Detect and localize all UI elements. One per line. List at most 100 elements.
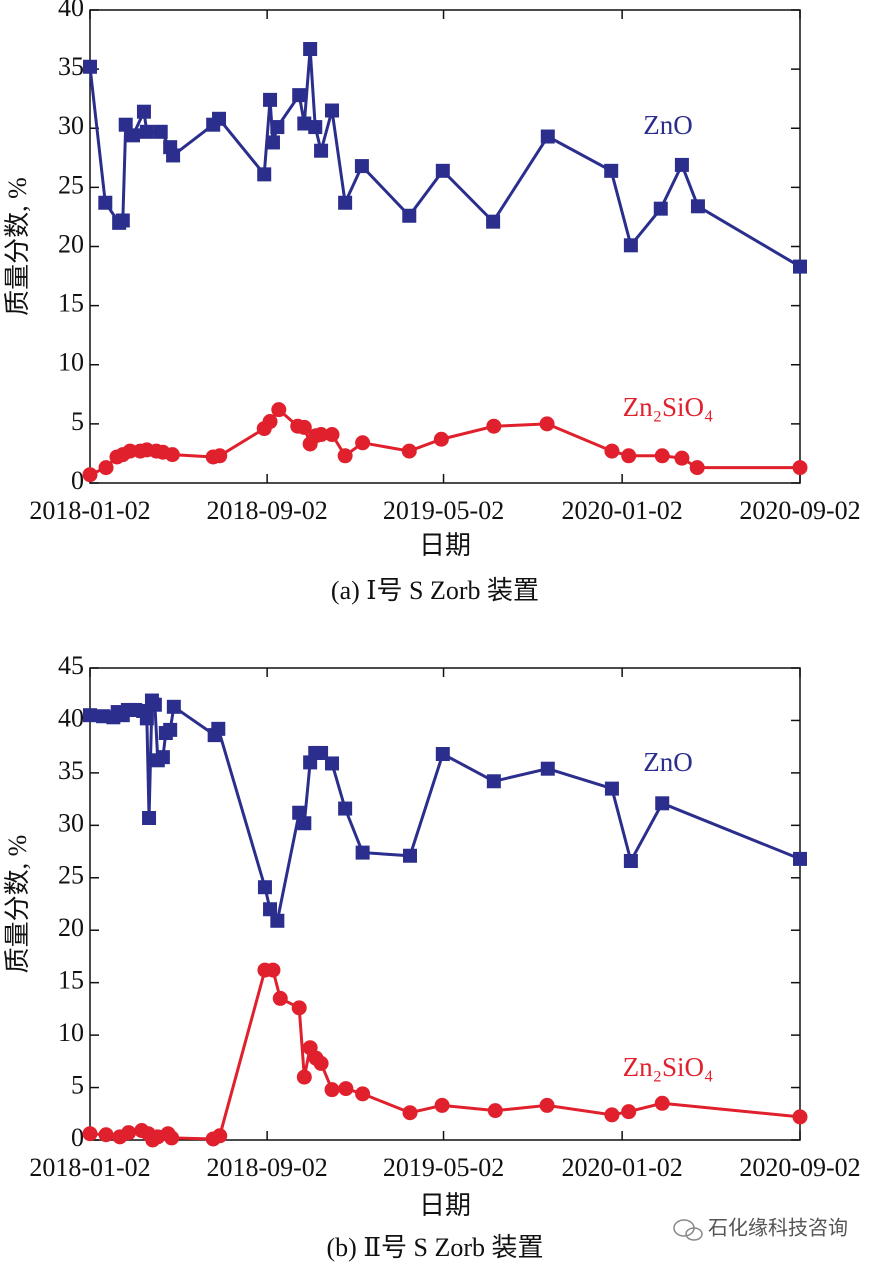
marker [604, 781, 619, 796]
marker [121, 1125, 137, 1141]
x-axis-label: 日期 [419, 531, 471, 560]
marker [212, 448, 228, 464]
marker [655, 796, 670, 811]
marker [604, 443, 620, 459]
marker [263, 902, 278, 917]
marker [433, 431, 449, 447]
marker [265, 962, 281, 978]
marker [401, 443, 417, 459]
marker [297, 116, 312, 131]
y-tick-label: 35 [58, 52, 84, 81]
marker [314, 745, 329, 760]
marker [355, 435, 371, 451]
marker [98, 195, 113, 210]
marker [355, 1086, 371, 1102]
marker [257, 167, 272, 182]
marker [539, 416, 555, 432]
marker [654, 448, 670, 464]
marker [142, 810, 157, 825]
y-tick-label: 0 [71, 1123, 84, 1152]
marker [166, 148, 181, 163]
marker [325, 756, 340, 771]
marker [270, 913, 285, 928]
marker [153, 124, 168, 139]
marker [435, 747, 450, 762]
marker [337, 448, 353, 464]
marker [98, 460, 114, 476]
series-line [88, 48, 801, 268]
marker [126, 128, 141, 143]
marker [338, 801, 353, 816]
marker [308, 120, 323, 135]
marker [163, 722, 178, 737]
y-tick-label: 5 [71, 407, 84, 436]
y-tick-label: 30 [58, 111, 84, 140]
marker [265, 135, 280, 150]
marker [338, 195, 353, 210]
marker [539, 1097, 555, 1113]
x-tick-label: 2018-01-02 [29, 1153, 150, 1182]
marker [324, 427, 340, 443]
marker [292, 88, 307, 103]
marker [164, 447, 180, 463]
marker [291, 1000, 307, 1016]
marker [262, 414, 278, 430]
series-label: Zn₂SiO₄ [623, 392, 714, 422]
y-tick-label: 0 [71, 466, 84, 495]
marker [82, 1126, 98, 1142]
marker [355, 845, 370, 860]
marker [674, 450, 690, 466]
marker [212, 1128, 228, 1144]
marker [621, 448, 637, 464]
x-tick-label: 2019-05-02 [383, 1153, 504, 1182]
plot-frame [89, 667, 801, 1141]
marker [354, 159, 369, 174]
marker [435, 163, 450, 178]
marker [272, 990, 288, 1006]
y-tick-label: 30 [58, 808, 84, 837]
y-axis-label: 质量分数, % [3, 835, 32, 974]
marker [621, 1104, 637, 1120]
series-label: Zn₂SiO₄ [623, 1052, 714, 1082]
marker [212, 111, 227, 126]
marker [402, 208, 417, 223]
y-tick-label: 15 [58, 289, 84, 318]
marker [402, 1105, 418, 1121]
y-tick-label: 35 [58, 756, 84, 785]
marker [211, 721, 226, 736]
marker [296, 1069, 312, 1085]
y-tick-label: 20 [58, 229, 84, 258]
x-tick-label: 2020-01-02 [561, 1153, 682, 1182]
marker [654, 1095, 670, 1111]
marker [690, 199, 705, 214]
marker [540, 761, 555, 776]
marker [263, 92, 278, 107]
marker [653, 201, 668, 216]
x-tick-label: 2018-01-02 [29, 496, 150, 525]
series-label: ZnO [643, 747, 693, 777]
marker [313, 427, 329, 443]
x-tick-label: 2019-05-02 [383, 496, 504, 525]
marker [487, 1103, 503, 1119]
marker [164, 1130, 180, 1146]
marker [604, 163, 619, 178]
series-line [89, 695, 801, 925]
marker [338, 1081, 354, 1097]
x-tick-label: 2020-01-02 [561, 496, 682, 525]
x-tick-label: 2018-09-02 [206, 1153, 327, 1182]
marker [403, 848, 418, 863]
marker [297, 816, 312, 831]
y-tick-label: 10 [58, 1018, 84, 1047]
marker [155, 750, 170, 765]
marker [296, 419, 312, 435]
marker [118, 117, 133, 132]
marker [147, 697, 162, 712]
y-tick-label: 25 [58, 170, 84, 199]
marker [139, 124, 154, 139]
y-tick-label: 20 [58, 913, 84, 942]
y-tick-label: 25 [58, 861, 84, 890]
marker [314, 143, 329, 158]
marker [792, 460, 808, 476]
marker [98, 1127, 114, 1143]
x-tick-label: 2018-09-02 [206, 496, 327, 525]
